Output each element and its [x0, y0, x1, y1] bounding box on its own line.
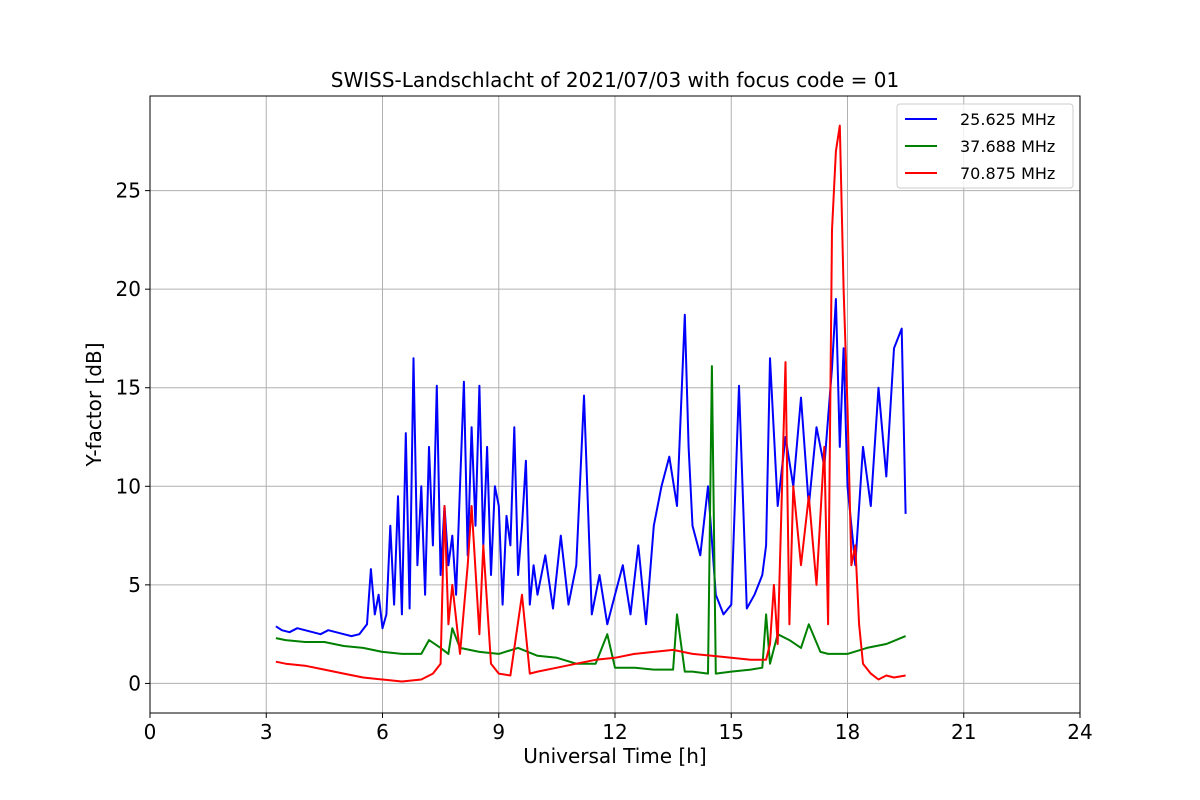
x-tick-label: 3: [260, 720, 273, 744]
series-line-2: [275, 124, 906, 683]
x-tick-label: 18: [835, 720, 860, 744]
legend-label-2: 70.875 MHz: [960, 164, 1055, 183]
axis-ticks: 0 3 6 9 12 15 18 21 24 0 5 10 15 20 25: [116, 179, 1093, 744]
y-tick-label: 25: [116, 179, 141, 203]
x-tick-label: 15: [719, 720, 744, 744]
series-line-1: [275, 365, 906, 675]
series-group: [275, 124, 907, 683]
x-tick-label: 0: [144, 720, 157, 744]
x-axis-title: Universal Time [h]: [523, 744, 706, 768]
legend: 25.625 MHz 37.688 MHz 70.875 MHz: [896, 103, 1074, 189]
y-tick-label: 15: [116, 376, 141, 400]
grid-lines: [149, 96, 1081, 713]
y-tick-label: 5: [128, 573, 141, 597]
x-tick-label: 6: [376, 720, 389, 744]
legend-box: [896, 103, 1074, 189]
y-tick-label: 0: [128, 671, 141, 695]
legend-label-0: 25.625 MHz: [960, 110, 1055, 129]
y-tick-label: 10: [116, 474, 141, 498]
legend-label-1: 37.688 MHz: [960, 137, 1055, 156]
x-tick-label: 12: [602, 720, 627, 744]
series-line-0: [275, 298, 907, 638]
y-axis-title: Y-factor [dB]: [82, 342, 106, 467]
y-tick-label: 20: [116, 277, 141, 301]
chart-title: SWISS-Landschlacht of 2021/07/03 with fo…: [331, 68, 899, 92]
x-tick-label: 9: [492, 720, 505, 744]
x-tick-label: 24: [1067, 720, 1092, 744]
x-tick-label: 21: [951, 720, 976, 744]
